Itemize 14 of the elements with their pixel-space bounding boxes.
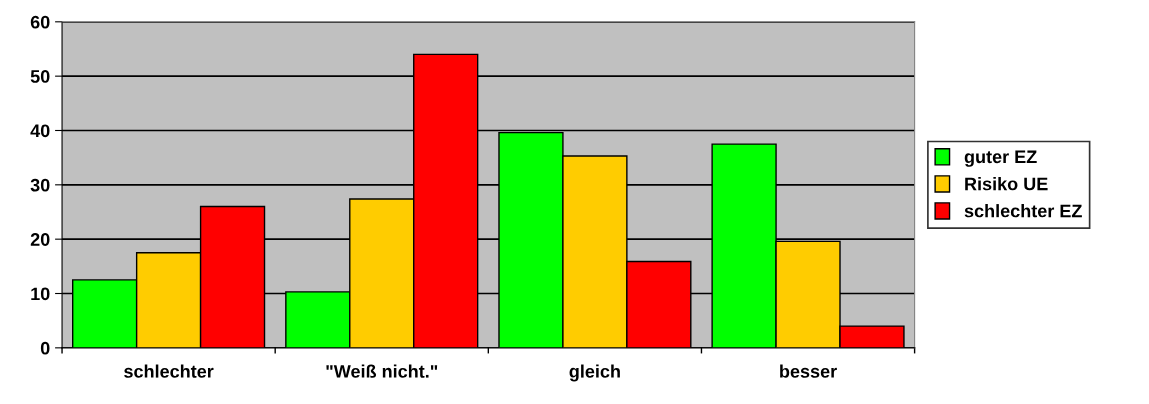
y-tick-label: 10 xyxy=(31,287,50,301)
y-tick-label: 40 xyxy=(30,124,50,138)
x-tick-label: schlechter xyxy=(124,364,214,378)
y-tick-label: 60 xyxy=(30,15,50,29)
legend-label: guter EZ xyxy=(964,150,1037,167)
legend-label: Risiko UE xyxy=(965,177,1048,191)
legend-label: schlechter EZ xyxy=(964,204,1082,218)
y-tick-label: 0 xyxy=(40,341,50,355)
x-tick-label: besser xyxy=(780,364,837,378)
y-tick-label: 50 xyxy=(30,70,50,83)
y-tick-label: 30 xyxy=(30,178,50,192)
y-tick-label: 20 xyxy=(30,233,50,246)
x-tick-label: "Weiß nicht." xyxy=(326,364,438,378)
x-tick-label: gleich xyxy=(569,364,620,382)
